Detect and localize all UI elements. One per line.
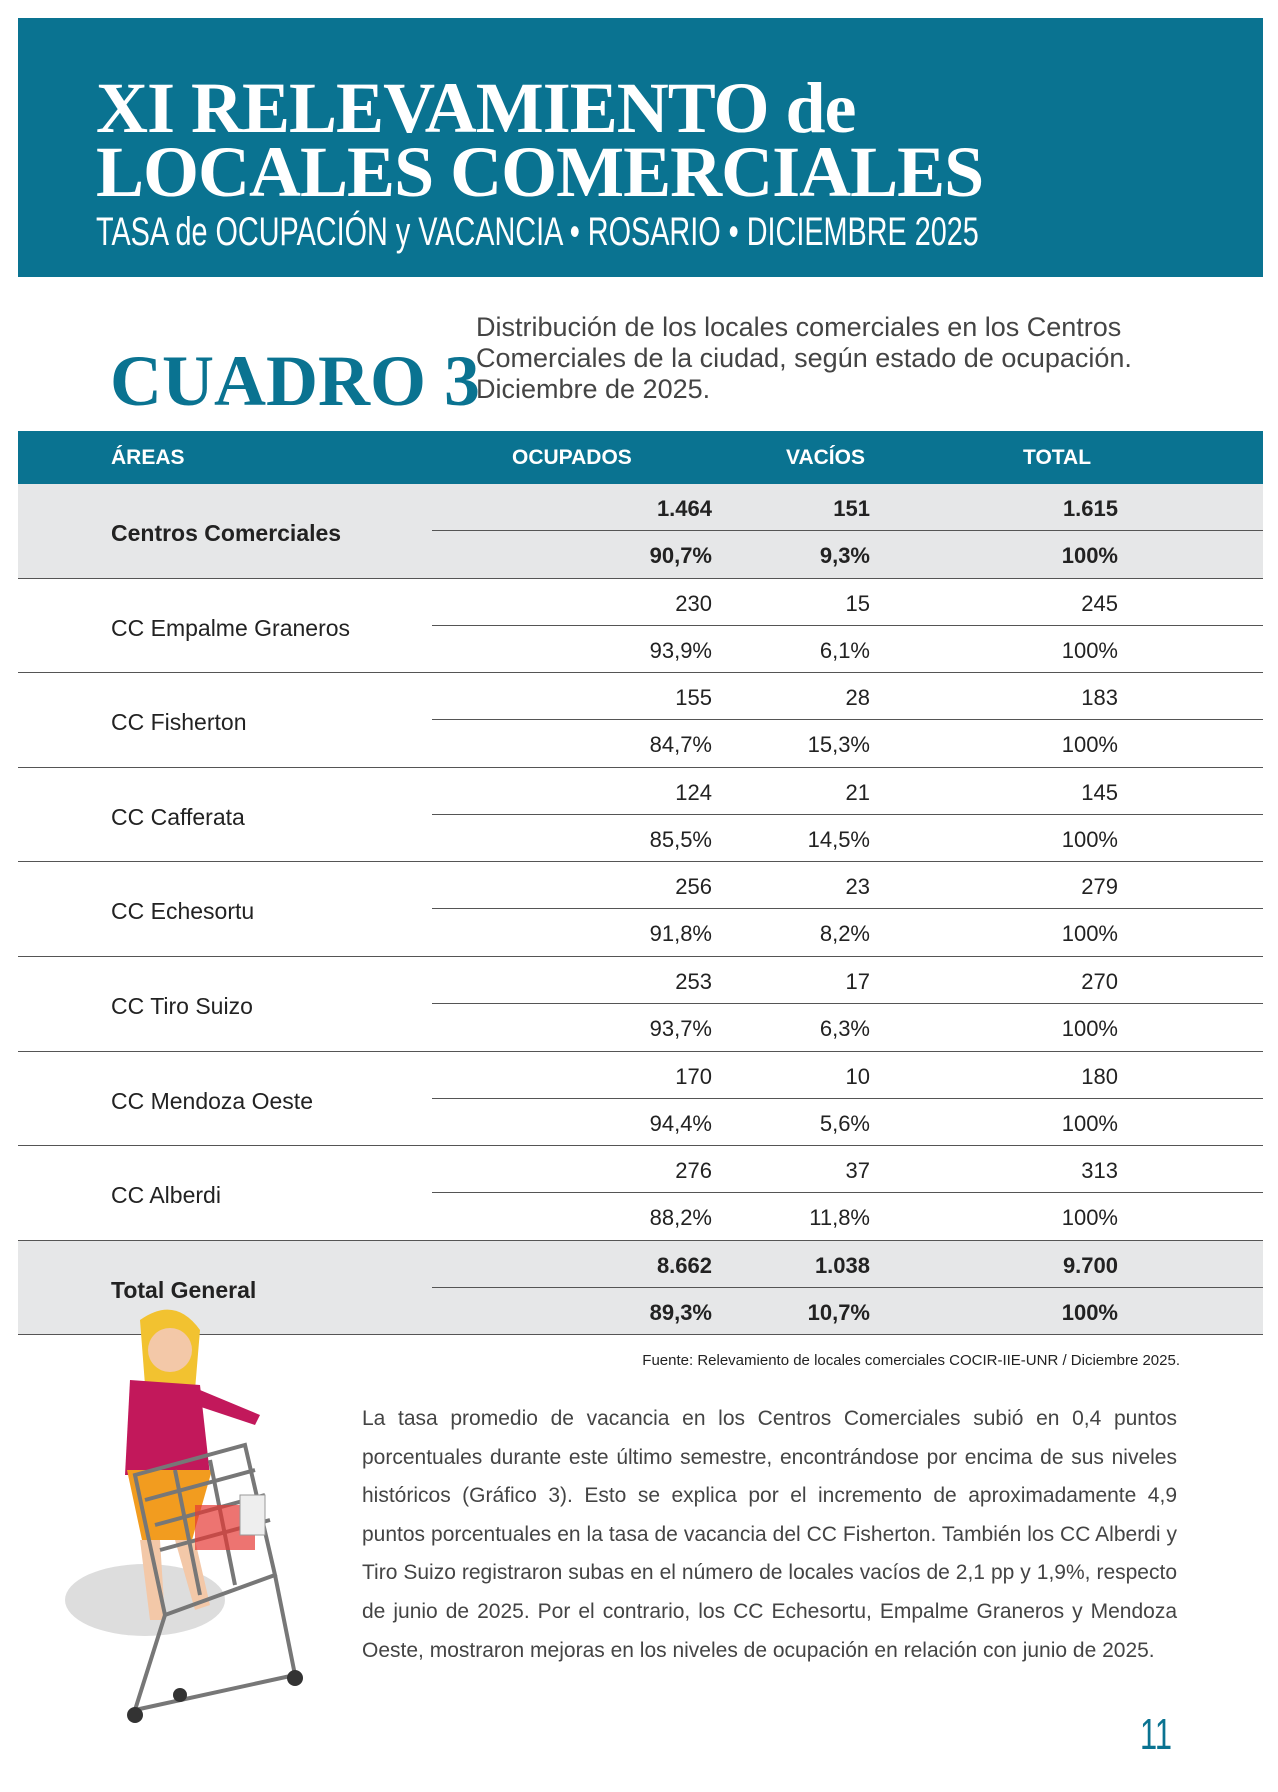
- header: [18, 18, 1263, 277]
- cell: 100%: [1061, 637, 1118, 663]
- cell: 253: [675, 969, 712, 994]
- cell: 170: [675, 1063, 712, 1089]
- row-label: CC Echesortu: [111, 898, 255, 925]
- table-header: [18, 431, 1263, 484]
- cell: 37: [845, 1158, 870, 1184]
- row-label: CC Empalme Graneros: [111, 614, 351, 641]
- table-row: CC Alberdi 276 37 313 88,2% 11,8% 100%: [18, 1146, 1263, 1241]
- cell: 100%: [1061, 921, 1118, 947]
- row-label: CC Cafferata: [111, 803, 245, 830]
- cell: 21: [845, 779, 870, 805]
- subtitle: TASA de OCUPACIÓN y VACANCIA • ROSARIO •…: [96, 210, 979, 254]
- cell: 91,8%: [649, 921, 712, 947]
- cell: 151: [833, 496, 870, 521]
- cell: 270: [1081, 969, 1118, 994]
- row-divider: [432, 908, 1263, 910]
- cell: 245: [1081, 590, 1118, 616]
- table-row: Centros Comerciales 1.464 151 1.615 90,7% 9,3…: [18, 484, 1263, 579]
- cell: 100%: [1061, 826, 1118, 852]
- table-row: CC Cafferata 124 21 145 85,5% 14,5% 100%: [18, 768, 1263, 863]
- cell: 17: [845, 969, 870, 994]
- table-label: CUADRO 3: [110, 341, 480, 421]
- page-number: 11: [1140, 1710, 1172, 1759]
- cell: 9.700: [1062, 1252, 1118, 1278]
- table-row: CC Empalme Graneros 230 15 245 93,9% 6,1% 100%: [18, 579, 1263, 674]
- row-label: CC Alberdi: [111, 1182, 221, 1209]
- cell: 23: [845, 874, 870, 900]
- cell: 124: [675, 779, 712, 805]
- cell: 89,3%: [649, 1299, 712, 1325]
- cell: 230: [675, 590, 712, 616]
- cell: 90,7%: [649, 543, 712, 568]
- row-label: CC Mendoza Oeste: [111, 1087, 313, 1114]
- cell: 88,2%: [649, 1205, 712, 1231]
- cell: 93,9%: [649, 637, 712, 663]
- cell: 276: [675, 1158, 712, 1184]
- paragraph: La tasa promedio de vacancia en los Cent…: [362, 1407, 1177, 1662]
- row-divider: [432, 1003, 1263, 1004]
- row-divider: [432, 719, 1263, 721]
- cell: 1.615: [1062, 496, 1118, 521]
- cell: 100%: [1061, 1016, 1118, 1041]
- table-row: CC Tiro Suizo 253 17 270 93,7% 6,3% 100%: [18, 957, 1263, 1052]
- cell: 8.662: [656, 1252, 712, 1278]
- cell: 93,7%: [649, 1016, 712, 1041]
- cell: 28: [845, 685, 870, 711]
- row-label: CC Tiro Suizo: [111, 993, 253, 1019]
- cell: 6,3%: [819, 1016, 870, 1041]
- column-header: TOTAL: [1023, 446, 1092, 469]
- cell: 155: [675, 685, 712, 711]
- cell: 279: [1081, 874, 1118, 900]
- column-header: ÁREAS: [111, 446, 185, 469]
- cell: 8,2%: [819, 921, 870, 947]
- cell: 256: [675, 874, 712, 900]
- cell: 84,7%: [649, 732, 712, 758]
- cell: 15,3%: [807, 732, 870, 758]
- row-divider: [432, 1097, 1263, 1099]
- row-divider: [432, 1286, 1263, 1288]
- table-row: CC Echesortu 256 23 279 91,8% 8,2% 100%: [18, 862, 1263, 957]
- cell: 100%: [1061, 1299, 1118, 1325]
- cell: 10: [845, 1063, 870, 1089]
- cell: 100%: [1061, 1205, 1118, 1231]
- table-row: CC Mendoza Oeste 170 10 180 94,4% 5,6% 100%: [18, 1052, 1263, 1147]
- row-divider: [432, 813, 1263, 815]
- cell: 85,5%: [649, 826, 712, 852]
- title: LOCALES COMERCIALES: [96, 132, 984, 212]
- table-row: CC Fisherton 155 28 183 84,7% 15,3% 100%: [18, 673, 1263, 768]
- cell: 10,7%: [807, 1299, 870, 1325]
- illustration: [65, 1309, 303, 1723]
- cell: 6,1%: [819, 637, 870, 663]
- row-divider: [432, 624, 1263, 626]
- cell: 100%: [1061, 732, 1118, 758]
- cell: 180: [1081, 1063, 1118, 1089]
- cell: 11,8%: [809, 1205, 870, 1231]
- table-row: Total General 8.662 1.038 9.700 89,3% 10,7% 10…: [18, 1240, 1263, 1336]
- title: XI RELEVAMIENTO de: [96, 68, 857, 148]
- cell: 100%: [1061, 1110, 1118, 1136]
- row-label: CC Fisherton: [111, 709, 247, 736]
- cell: 183: [1081, 685, 1118, 711]
- cell: 14,5%: [807, 826, 870, 852]
- cell: 9,3%: [819, 543, 870, 568]
- cell: 100%: [1061, 543, 1118, 568]
- cell: 145: [1081, 779, 1118, 805]
- table-description: Distribución de los locales comerciales …: [476, 312, 1132, 404]
- row-divider: [432, 1192, 1263, 1194]
- cell: 94,4%: [649, 1110, 712, 1136]
- column-header: OCUPADOS: [512, 446, 632, 469]
- column-header: VACÍOS: [786, 446, 865, 469]
- row-label: Centros Comerciales: [111, 520, 342, 546]
- cell: 313: [1081, 1158, 1118, 1184]
- row-divider: [432, 530, 1263, 531]
- row-label: Total General: [111, 1276, 257, 1303]
- source: Fuente: Relevamiento de locales comercia…: [642, 1352, 1180, 1369]
- cell: 1.464: [656, 496, 712, 521]
- cell: 15: [845, 590, 870, 616]
- cell: 5,6%: [819, 1110, 870, 1136]
- cell: 1.038: [814, 1252, 870, 1278]
